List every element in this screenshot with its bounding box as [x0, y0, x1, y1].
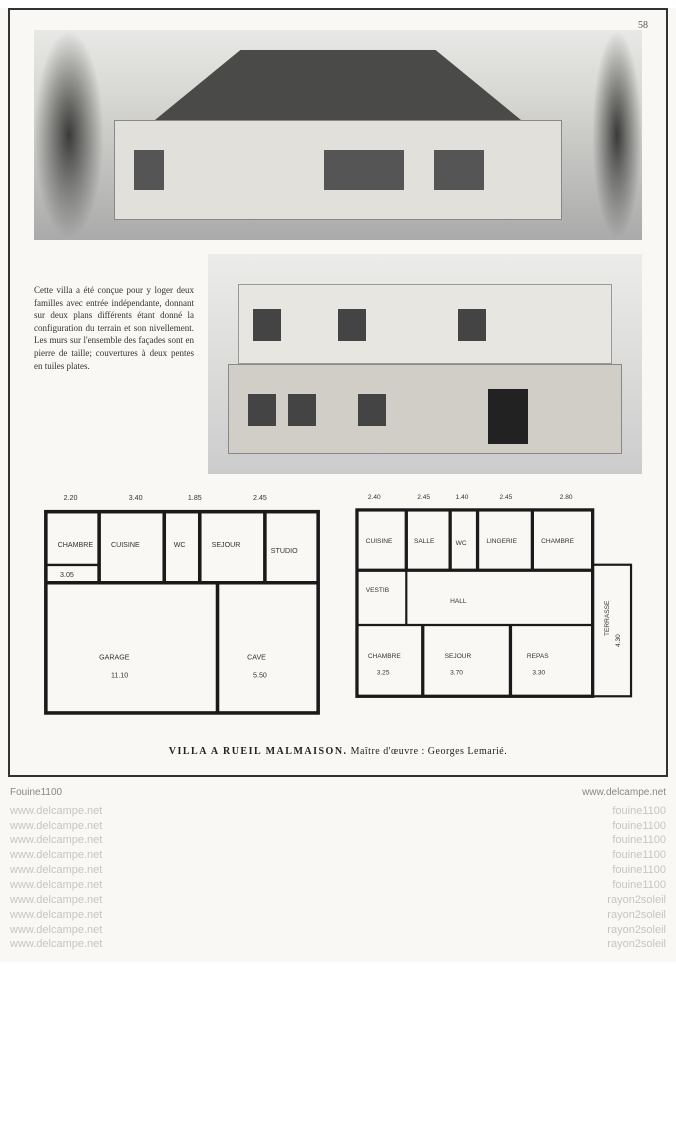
watermark-row: www.delcampe.netrayon2soleil — [10, 923, 666, 938]
watermark-left: www.delcampe.net — [10, 923, 338, 938]
dim-label: 1.85 — [188, 494, 202, 502]
window-shape — [338, 309, 366, 341]
watermark-row: www.delcampe.netfouine1100 — [10, 848, 666, 863]
dim-label: 5.50 — [253, 671, 267, 679]
dim-label: 2.45 — [499, 494, 512, 501]
dim-label: 2.45 — [417, 494, 430, 501]
dim-label: 3.05 — [60, 571, 74, 579]
room-label: REPAS — [527, 653, 549, 660]
window-shape — [458, 309, 486, 341]
dim-label: 2.45 — [253, 494, 267, 502]
watermark-row: www.delcampe.netfouine1100 — [10, 819, 666, 834]
villa-caption: VILLA A RUEIL MALMAISON. Maître d'œuvre … — [34, 746, 642, 757]
room-label: STUDIO — [271, 547, 298, 555]
room-label: CHAMBRE — [541, 538, 574, 545]
room-label: CHAMBRE — [58, 541, 94, 549]
villa-side-photo — [208, 254, 642, 474]
document-border: 58 Cette villa a été conçue pour y loger… — [8, 8, 668, 777]
window-shape — [358, 394, 386, 426]
watermark-right: fouine1100 — [338, 833, 666, 848]
dim-label: 1.40 — [456, 494, 469, 501]
watermark-left: www.delcampe.net — [10, 819, 338, 834]
watermark-row: www.delcampe.netfouine1100 — [10, 833, 666, 848]
caption-title: VILLA A RUEIL MALMAISON. — [169, 746, 348, 757]
room-label: CAVE — [247, 654, 266, 662]
dim-label: 2.80 — [560, 494, 573, 501]
window-shape — [288, 394, 316, 426]
floor-plan-left: 2.20 3.40 1.85 2.45 CHAMBRE — [34, 488, 330, 730]
room-label: WC — [456, 540, 467, 547]
watermark-right: fouine1100 — [338, 878, 666, 893]
room-label: TERRASSE — [604, 600, 611, 636]
caption-credit-name: Georges Lemarié. — [428, 746, 507, 757]
villa-front-photo — [34, 30, 642, 240]
watermark-row: www.delcampe.netfouine1100 — [10, 804, 666, 819]
window-shape — [434, 150, 484, 190]
floor-plan-left-svg: 2.20 3.40 1.85 2.45 CHAMBRE — [34, 488, 330, 725]
watermark-block: www.delcampe.netfouine1100www.delcampe.n… — [0, 804, 676, 962]
watermark-row: www.delcampe.netrayon2soleil — [10, 937, 666, 952]
watermark-right: rayon2soleil — [338, 908, 666, 923]
dim-label: 3.40 — [129, 494, 143, 502]
watermark-left: www.delcampe.net — [10, 893, 338, 908]
watermark-left: www.delcampe.net — [10, 833, 338, 848]
watermark-row: www.delcampe.netfouine1100 — [10, 878, 666, 893]
floor-plans-row: 2.20 3.40 1.85 2.45 CHAMBRE — [34, 488, 642, 730]
watermark-left: www.delcampe.net — [10, 848, 338, 863]
watermark-row: www.delcampe.netfouine1100 — [10, 863, 666, 878]
attribution-left: Fouine1100 — [10, 787, 62, 798]
window-shape — [324, 150, 404, 190]
watermark-right: fouine1100 — [338, 819, 666, 834]
room-label: SEJOUR — [445, 653, 472, 660]
watermark-left: www.delcampe.net — [10, 878, 338, 893]
dim-label: 11.10 — [111, 671, 128, 679]
attribution-row: Fouine1100 www.delcampe.net — [0, 785, 676, 804]
terrace-outline — [593, 565, 631, 697]
room-label: SEJOUR — [212, 541, 241, 549]
watermark-right: fouine1100 — [338, 804, 666, 819]
dim-label: 4.30 — [615, 634, 622, 647]
tree-decoration — [592, 30, 642, 240]
room-label: CUISINE — [111, 541, 140, 549]
window-shape — [248, 394, 276, 426]
watermark-left: www.delcampe.net — [10, 863, 338, 878]
room-label: CUISINE — [366, 538, 393, 545]
middle-content-row: Cette villa a été conçue pour y loger de… — [34, 254, 642, 474]
page-container: 58 Cette villa a été conçue pour y loger… — [0, 8, 676, 962]
watermark-left: www.delcampe.net — [10, 937, 338, 952]
dim-label: 2.20 — [64, 494, 78, 502]
window-shape — [134, 150, 164, 190]
floor-plan-right: 2.40 2.45 1.40 2.45 2.80 — [346, 488, 642, 730]
floor-plan-right-svg: 2.40 2.45 1.40 2.45 2.80 — [346, 488, 642, 707]
dim-label: 3.70 — [450, 669, 463, 676]
room-label: LINGERIE — [486, 538, 517, 545]
watermark-right: rayon2soleil — [338, 893, 666, 908]
room-label: VESTIB — [366, 587, 390, 594]
upper-floor-shape — [238, 284, 612, 364]
watermark-left: www.delcampe.net — [10, 804, 338, 819]
watermark-row: www.delcampe.netrayon2soleil — [10, 908, 666, 923]
attribution-right: www.delcampe.net — [582, 787, 666, 798]
room-label: GARAGE — [99, 654, 130, 662]
tree-decoration — [34, 30, 104, 240]
villa-description: Cette villa a été conçue pour y loger de… — [34, 254, 194, 474]
window-shape — [253, 309, 281, 341]
dim-label: 3.25 — [377, 669, 390, 676]
room-label: CHAMBRE — [368, 653, 401, 660]
watermark-right: fouine1100 — [338, 848, 666, 863]
room-label: HALL — [450, 598, 467, 605]
watermark-left: www.delcampe.net — [10, 908, 338, 923]
dim-label: 3.30 — [532, 669, 545, 676]
room-label: SALLE — [414, 538, 435, 545]
watermark-row: www.delcampe.netrayon2soleil — [10, 893, 666, 908]
watermark-right: fouine1100 — [338, 863, 666, 878]
watermark-right: rayon2soleil — [338, 923, 666, 938]
garage-door-shape — [488, 389, 528, 444]
room-label: WC — [174, 541, 186, 549]
caption-credit-label: Maître d'œuvre : — [351, 746, 425, 757]
dim-label: 2.40 — [368, 494, 381, 501]
roof-shape — [94, 50, 582, 130]
watermark-right: rayon2soleil — [338, 937, 666, 952]
